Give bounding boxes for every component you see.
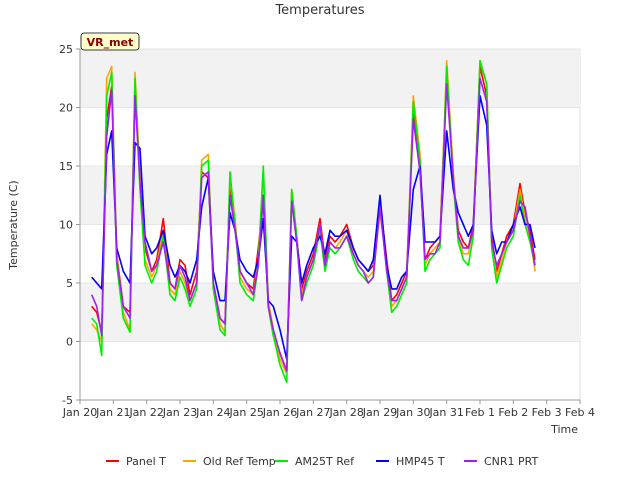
x-tick-label: Jan 25 <box>228 406 263 419</box>
site-label-box: VR_met <box>80 32 140 51</box>
x-tick-label: Jan 31 <box>428 406 463 419</box>
x-tick-label: Jan 22 <box>128 406 163 419</box>
x-tick-label: Jan 24 <box>195 406 230 419</box>
series-line-hmp45-t <box>91 95 536 360</box>
legend-label: HMP45 T <box>396 455 445 468</box>
site-label: VR_met <box>87 36 134 49</box>
x-tick-label: Feb 4 <box>565 406 595 419</box>
x-tick-label: Jan 29 <box>362 406 397 419</box>
y-tick-label: 5 <box>66 277 73 290</box>
y-tick-label: 20 <box>59 102 73 115</box>
x-tick-label: Jan 26 <box>262 406 297 419</box>
y-axis-title: Temperature (C) <box>7 180 20 270</box>
legend-item: CNR1 PRT <box>464 455 539 468</box>
legend-item: HMP45 T <box>376 455 445 468</box>
legend-label: Old Ref Temp <box>203 455 276 468</box>
series-lines <box>90 59 536 384</box>
plot-background <box>79 48 581 401</box>
grid-band <box>80 166 580 225</box>
grid-band <box>80 283 580 342</box>
legend-label: Panel T <box>126 455 166 468</box>
x-axis-title: Time <box>550 423 578 436</box>
legend: Panel T Old Ref Temp AM25T Ref HMP45 T CNR1 … <box>106 455 539 468</box>
x-tick-label: Jan 23 <box>162 406 197 419</box>
y-tick-label: 25 <box>59 43 73 56</box>
y-tick-label: -5 <box>62 394 73 407</box>
y-tick-label: 10 <box>59 219 73 232</box>
x-tick-label: Jan 30 <box>395 406 430 419</box>
y-axis: -5 0 5 10 15 20 25 <box>59 43 81 407</box>
y-tick-label: 15 <box>59 160 73 173</box>
legend-label: CNR1 PRT <box>484 455 539 468</box>
y-tick-label: 0 <box>66 336 73 349</box>
x-tick-label: Feb 2 <box>498 406 528 419</box>
legend-item: Panel T <box>106 455 166 468</box>
x-tick-label: Feb 1 <box>465 406 495 419</box>
x-tick-label: Jan 21 <box>95 406 130 419</box>
legend-item: AM25T Ref <box>275 455 355 468</box>
x-tick-label: Jan 28 <box>328 406 363 419</box>
x-tick-label: Jan 27 <box>295 406 330 419</box>
legend-label: AM25T Ref <box>295 455 355 468</box>
legend-item: Old Ref Temp <box>183 455 276 468</box>
x-tick-label: Feb 3 <box>532 406 562 419</box>
x-tick-label: Jan 20 <box>62 406 97 419</box>
grid-band <box>80 49 580 108</box>
chart-title: Temperatures <box>274 3 364 18</box>
series-line-cnr1-prt <box>90 77 536 372</box>
